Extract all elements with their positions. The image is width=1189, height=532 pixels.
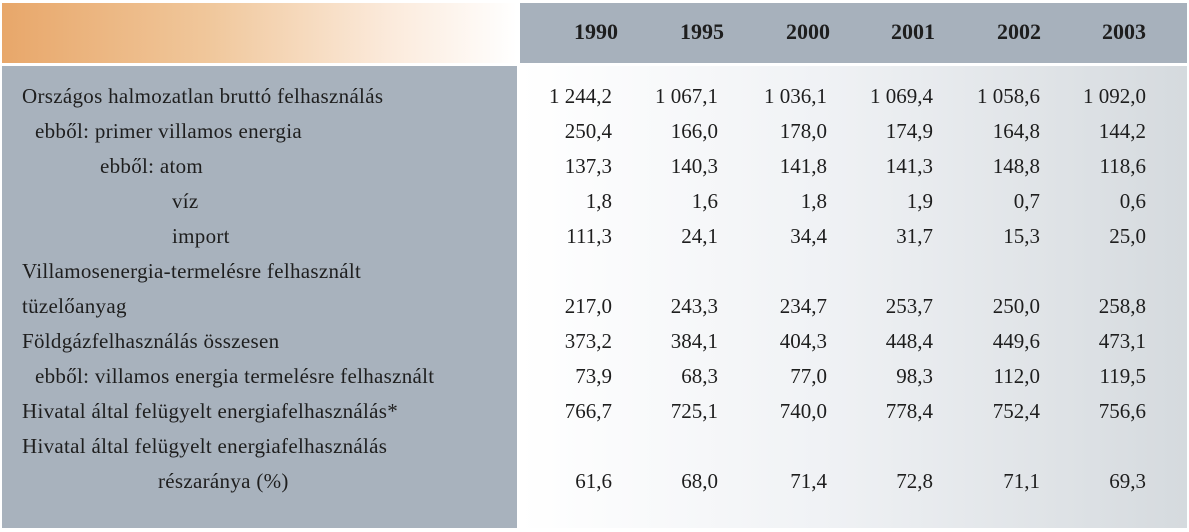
value-cell-1990: 217,0	[564, 294, 612, 318]
value-cell-1995: 725,1	[670, 399, 718, 423]
value-cell-2002: 449,6	[992, 329, 1040, 353]
year-header-2000: 2000	[786, 19, 830, 44]
value-cell-2000: 71,4	[790, 469, 827, 493]
value-cell-1995: 24,1	[681, 224, 718, 248]
value-cell-2000: 404,3	[779, 329, 827, 353]
value-cell-1990: 1,8	[585, 189, 612, 213]
row-label: részaránya (%)	[158, 469, 289, 493]
value-cell-2000: 234,7	[779, 294, 827, 318]
value-cell-2003: 1 092,0	[1083, 84, 1146, 108]
value-cell-1995: 140,3	[670, 154, 718, 178]
value-cell-2001: 1 069,4	[870, 84, 933, 108]
value-cell-1990: 1 244,2	[549, 84, 612, 108]
table-row: ebből: villamos energia termelésre felha…	[0, 364, 1189, 398]
table-row: részaránya (%) 61,6 68,0 71,4 72,8 71,1 69,3	[0, 469, 1189, 503]
value-cell-2002: 112,0	[993, 364, 1040, 388]
value-cell-2001: 98,3	[896, 364, 933, 388]
value-cell-2002: 148,8	[992, 154, 1040, 178]
value-cell-1995: 68,3	[681, 364, 718, 388]
table-row: tüzelőanyag 217,0 243,3 234,7 253,7 250,0 258,…	[0, 294, 1189, 328]
value-cell-2002: 164,8	[992, 119, 1040, 143]
value-cell-2000: 1,8	[800, 189, 827, 213]
value-cell-2001: 1,9	[906, 189, 933, 213]
value-cell-2001: 253,7	[885, 294, 933, 318]
value-cell-1990: 111,3	[566, 224, 612, 248]
value-cell-1990: 250,4	[564, 119, 612, 143]
year-header-1990: 1990	[574, 19, 618, 44]
value-cell-2003: 118,6	[1099, 154, 1146, 178]
year-header-2003: 2003	[1102, 19, 1146, 44]
row-label: Hivatal által felügyelt energiafelhaszná…	[22, 399, 399, 423]
value-cell-1990: 137,3	[564, 154, 612, 178]
value-cell-2000: 740,0	[779, 399, 827, 423]
value-cell-1990: 61,6	[575, 469, 612, 493]
row-label: Villamosenergia-termelésre felhasznált	[22, 259, 362, 283]
value-cell-2003: 258,8	[1098, 294, 1146, 318]
year-header-2001: 2001	[891, 19, 935, 44]
value-cell-2000: 1 036,1	[764, 84, 827, 108]
value-cell-2003: 756,6	[1098, 399, 1146, 423]
value-cell-1990: 73,9	[575, 364, 612, 388]
values-area	[520, 66, 1187, 528]
row-label: ebből: atom	[100, 154, 204, 178]
row-label: Földgázfelhasználás összesen	[22, 329, 280, 353]
value-cell-2003: 473,1	[1098, 329, 1146, 353]
value-cell-1995: 1 067,1	[655, 84, 718, 108]
value-cell-1990: 373,2	[564, 329, 612, 353]
value-cell-1995: 166,0	[670, 119, 718, 143]
row-label: víz	[172, 189, 199, 213]
value-cell-2002: 0,7	[1013, 189, 1040, 213]
value-cell-2001: 448,4	[885, 329, 933, 353]
value-cell-2001: 778,4	[885, 399, 933, 423]
value-cell-1995: 1,6	[691, 189, 718, 213]
table-row: import 111,3 24,1 34,4 31,7 15,3 25,0	[0, 224, 1189, 258]
table-row: ebből: atom 137,3 140,3 141,8 141,3 148,8 118,…	[0, 154, 1189, 188]
value-cell-2002: 71,1	[1003, 469, 1040, 493]
value-cell-2001: 72,8	[896, 469, 933, 493]
table-row: Hivatal által felügyelt energiafelhaszná…	[0, 399, 1189, 433]
value-cell-2002: 1 058,6	[977, 84, 1040, 108]
row-label: Országos halmozatlan bruttó felhasználás	[22, 84, 384, 108]
table-row: Földgázfelhasználás összesen 373,2 384,1 40…	[0, 329, 1189, 363]
value-cell-2002: 752,4	[992, 399, 1040, 423]
header-years-row: 1990 1995 2000 2001 2002 2003	[520, 3, 1187, 63]
table-row: ebből: primer villamos energia 250,4 166,0…	[0, 119, 1189, 153]
row-label: ebből: villamos energia termelésre felha…	[35, 364, 435, 388]
value-cell-2002: 15,3	[1003, 224, 1040, 248]
table-row: Hivatal által felügyelt energiafelhaszná…	[0, 434, 1189, 468]
value-cell-2003: 0,6	[1119, 189, 1146, 213]
label-column	[2, 66, 517, 528]
value-cell-1995: 384,1	[670, 329, 718, 353]
table-row: Villamosenergia-termelésre felhasznált	[0, 259, 1189, 293]
value-cell-1995: 68,0	[681, 469, 718, 493]
table-row: Országos halmozatlan bruttó felhasználás…	[0, 84, 1189, 118]
value-cell-1995: 243,3	[670, 294, 718, 318]
table-row: víz 1,8 1,6 1,8 1,9 0,7 0,6	[0, 189, 1189, 223]
row-label: tüzelőanyag	[22, 294, 127, 318]
row-label: Hivatal által felügyelt energiafelhaszná…	[22, 434, 388, 458]
header-gradient-cell	[2, 3, 517, 63]
value-cell-2000: 77,0	[790, 364, 827, 388]
value-cell-2003: 119,5	[1099, 364, 1146, 388]
row-label: ebből: primer villamos energia	[35, 119, 302, 143]
value-cell-2001: 174,9	[885, 119, 933, 143]
value-cell-2000: 141,8	[779, 154, 827, 178]
value-cell-2001: 31,7	[896, 224, 933, 248]
row-label: import	[172, 224, 230, 248]
value-cell-2000: 178,0	[779, 119, 827, 143]
value-cell-2003: 144,2	[1098, 119, 1146, 143]
year-header-1995: 1995	[680, 19, 724, 44]
year-header-2002: 2002	[997, 19, 1041, 44]
value-cell-2003: 25,0	[1109, 224, 1146, 248]
value-cell-1990: 766,7	[564, 399, 612, 423]
value-cell-2000: 34,4	[790, 224, 827, 248]
value-cell-2003: 69,3	[1109, 469, 1146, 493]
value-cell-2002: 250,0	[992, 294, 1040, 318]
value-cell-2001: 141,3	[885, 154, 933, 178]
